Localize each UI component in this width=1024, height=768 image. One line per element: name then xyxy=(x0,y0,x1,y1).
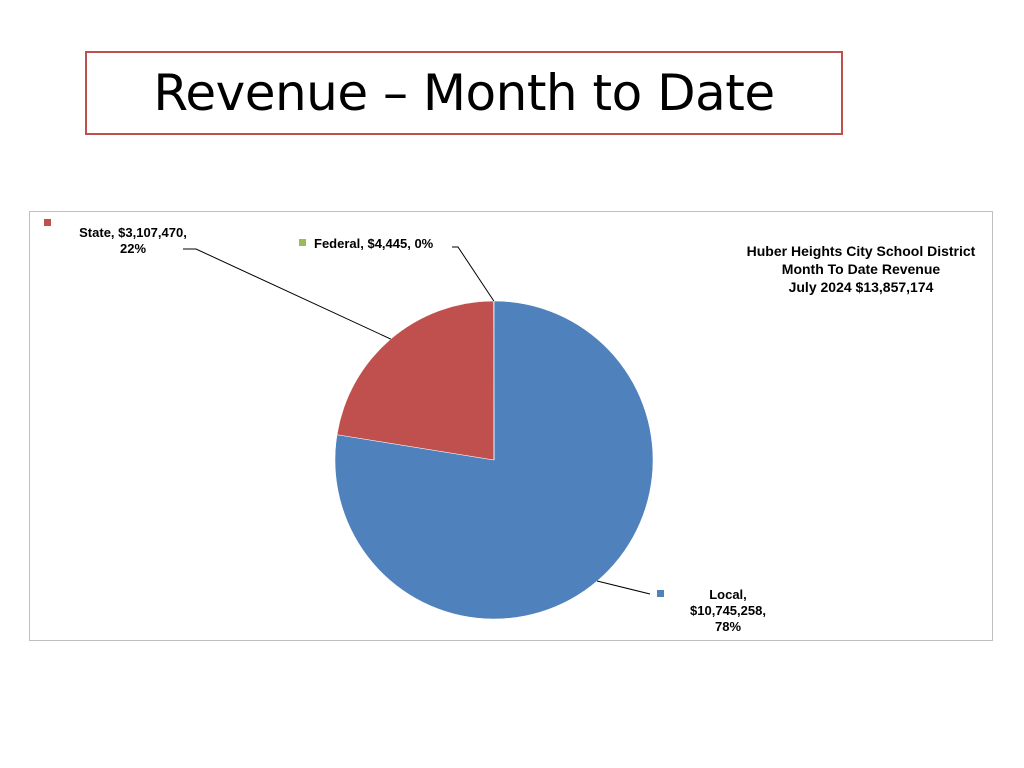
chart-area: Huber Heights City School District Month… xyxy=(29,211,993,641)
federal-legend-key xyxy=(299,239,306,246)
chart-title-line-2: Month To Date Revenue xyxy=(781,261,941,277)
state-legend-key xyxy=(44,219,51,226)
state-label-line-1: State, $3,107,470, xyxy=(79,225,187,240)
local-data-label: Local, $10,745,258, 78% xyxy=(670,587,786,635)
federal-data-label: Federal, $4,445, 0% xyxy=(314,236,433,252)
local-label-line-2: $10,745,258, xyxy=(690,603,766,618)
federal-label-line-1: Federal, $4,445, 0% xyxy=(314,236,434,251)
local-legend-key xyxy=(657,590,664,597)
state-label-line-2: 22% xyxy=(119,241,147,256)
chart-title-line-3: July 2024 $13,857,174 xyxy=(788,279,934,295)
pie-chart xyxy=(183,246,654,620)
local-leader-line xyxy=(596,580,651,595)
local-label-line-3: 78% xyxy=(714,619,742,634)
state-data-label: State, $3,107,470, 22% xyxy=(68,225,198,257)
chart-title: Huber Heights City School District Month… xyxy=(728,242,994,296)
slide-title: Revenue – Month to Date xyxy=(153,64,775,122)
slide-title-box: Revenue – Month to Date xyxy=(85,51,843,135)
state-leader-line xyxy=(183,248,391,340)
chart-title-line-1: Huber Heights City School District xyxy=(746,243,976,259)
local-label-line-1: Local, xyxy=(709,587,747,602)
federal-leader-line xyxy=(452,246,495,302)
